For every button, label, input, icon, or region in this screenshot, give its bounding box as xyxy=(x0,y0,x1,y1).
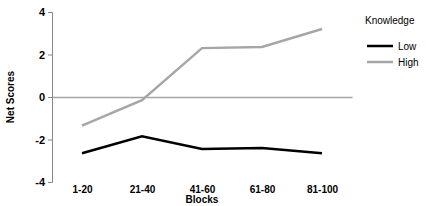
y-tick-mark xyxy=(48,12,52,13)
x-tick-label: 21-40 xyxy=(130,184,156,195)
y-tick: 4 xyxy=(39,6,52,18)
y-tick: 2 xyxy=(39,49,52,61)
y-tick-mark xyxy=(48,97,52,98)
y-tick: -2 xyxy=(35,134,52,146)
legend-swatch xyxy=(367,45,393,48)
legend-swatch xyxy=(367,61,393,64)
y-tick-label: -4 xyxy=(35,176,46,188)
y-tick-label: 2 xyxy=(39,49,45,61)
y-axis-line xyxy=(48,13,53,183)
y-tick: -4 xyxy=(35,176,52,188)
x-tick: 61-80 xyxy=(250,184,276,195)
y-tick-mark xyxy=(48,182,52,183)
x-axis-title: Blocks xyxy=(186,194,219,205)
y-tick-mark xyxy=(48,140,52,141)
x-axis: 1-2021-4041-6061-8081-100 xyxy=(53,98,353,196)
y-tick-mark xyxy=(48,55,52,56)
x-tick: 81-100 xyxy=(307,184,339,195)
y-axis-title: Net Scores xyxy=(5,70,16,123)
y-tick-label: 0 xyxy=(39,91,45,103)
y-tick: 0 xyxy=(39,91,52,103)
x-tick-label: 1-20 xyxy=(72,184,92,195)
plot-area xyxy=(82,29,322,153)
y-tick-label: -2 xyxy=(35,134,45,146)
x-tick: 21-40 xyxy=(130,184,156,195)
y-tick-label: 4 xyxy=(39,6,46,18)
legend: Knowledge Low High xyxy=(365,15,419,68)
x-tick-label: 61-80 xyxy=(250,184,276,195)
series-line xyxy=(82,136,322,153)
y-axis: -4 -2 0 2 4 xyxy=(35,6,52,188)
legend-label: High xyxy=(398,57,419,68)
series-line xyxy=(82,29,322,126)
x-axis-line xyxy=(53,97,353,99)
legend-title: Knowledge xyxy=(365,15,415,26)
x-tick: 1-20 xyxy=(72,184,92,195)
chart: 1-2021-4041-6061-8081-100-4-2024BlocksNe… xyxy=(0,0,437,206)
legend-label: Low xyxy=(398,41,417,52)
x-tick-label: 81-100 xyxy=(307,184,339,195)
